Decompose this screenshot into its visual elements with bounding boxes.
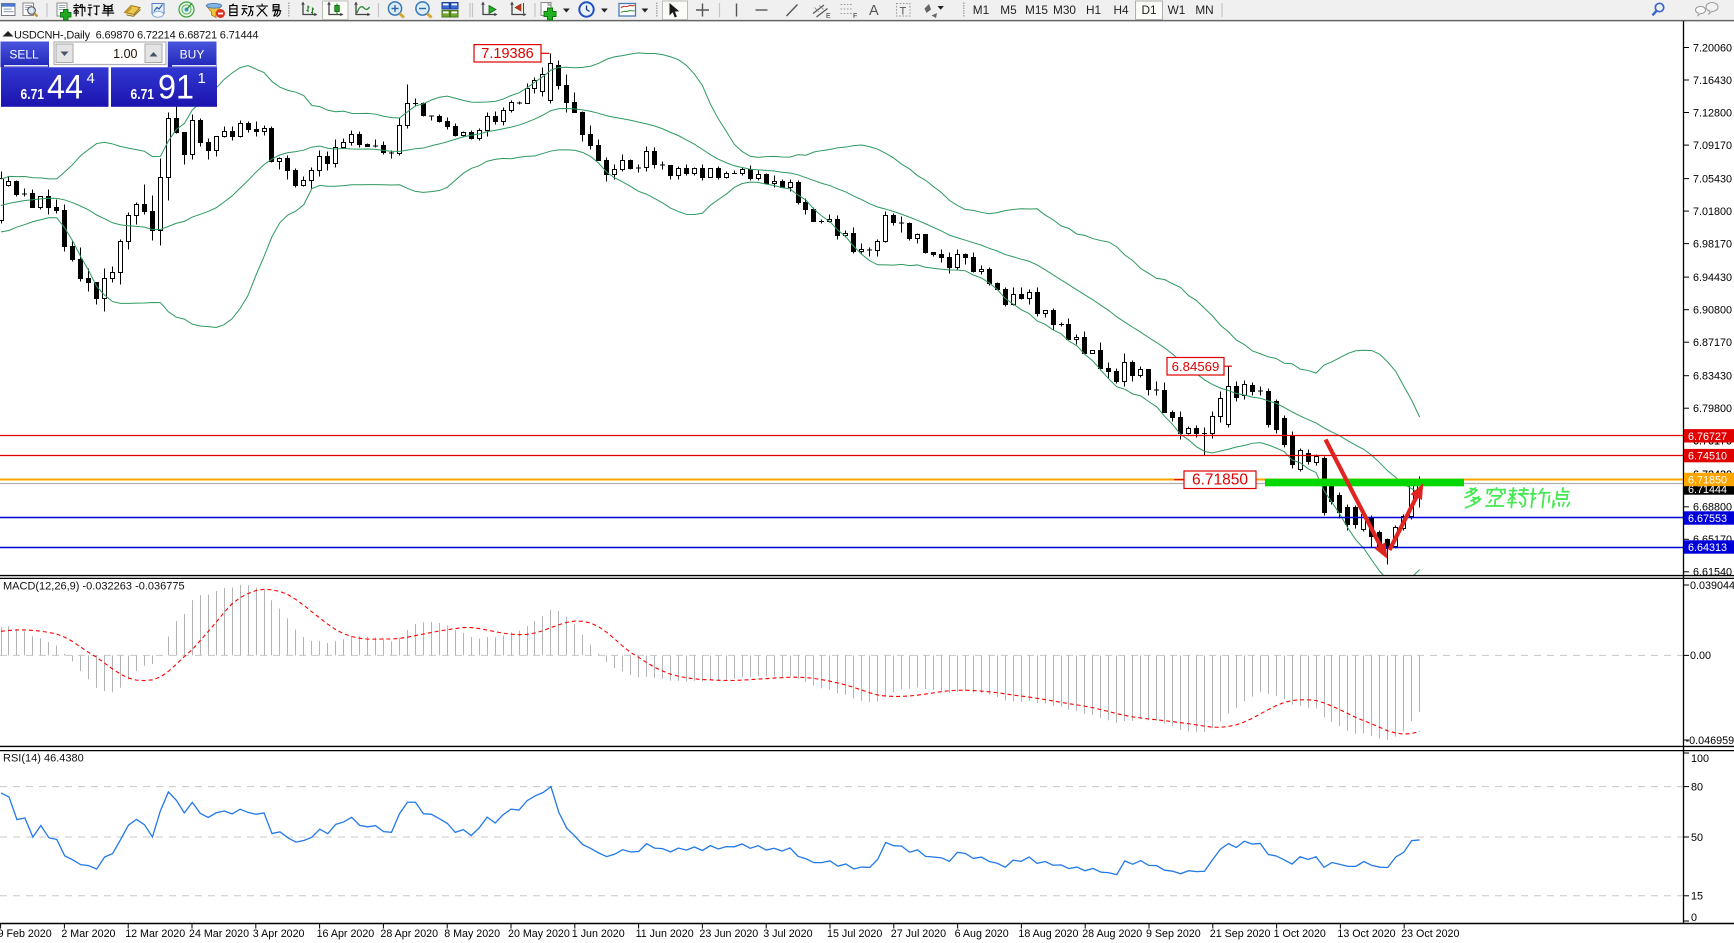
svg-text:21 Sep 2020: 21 Sep 2020 xyxy=(1210,928,1271,940)
svg-text:28 Apr 2020: 28 Apr 2020 xyxy=(380,928,438,940)
svg-text:6.74510: 6.74510 xyxy=(1688,451,1727,463)
svg-text:7.12800: 7.12800 xyxy=(1693,107,1732,119)
svg-text:80: 80 xyxy=(1691,781,1703,793)
svg-text:6.83430: 6.83430 xyxy=(1693,371,1732,383)
svg-text:91: 91 xyxy=(158,69,194,107)
svg-text:6.76727: 6.76727 xyxy=(1688,431,1727,443)
svg-text:1 Oct 2020: 1 Oct 2020 xyxy=(1274,928,1326,940)
svg-text:7.20060: 7.20060 xyxy=(1693,42,1732,54)
svg-text:15 Jul 2020: 15 Jul 2020 xyxy=(827,928,882,940)
svg-text:M15: M15 xyxy=(1025,3,1048,17)
svg-text:6.71444: 6.71444 xyxy=(1688,484,1727,496)
svg-text:28 Aug 2020: 28 Aug 2020 xyxy=(1082,928,1142,940)
svg-text:M30: M30 xyxy=(1053,3,1076,17)
svg-text:T: T xyxy=(900,6,907,18)
svg-text:0.039044: 0.039044 xyxy=(1690,580,1734,592)
svg-text:2 Mar 2020: 2 Mar 2020 xyxy=(61,928,115,940)
svg-text:3 Jul 2020: 3 Jul 2020 xyxy=(763,928,812,940)
svg-text:6.98170: 6.98170 xyxy=(1693,238,1732,250)
svg-text:6.61540: 6.61540 xyxy=(1693,567,1732,579)
svg-text:F: F xyxy=(853,13,857,20)
svg-text:6 Aug 2020: 6 Aug 2020 xyxy=(955,928,1009,940)
svg-text:16 Apr 2020: 16 Apr 2020 xyxy=(317,928,375,940)
svg-text:7.09170: 7.09170 xyxy=(1693,140,1732,152)
svg-text:RSI(14) 46.4380: RSI(14) 46.4380 xyxy=(3,753,84,765)
svg-text:20 May 2020: 20 May 2020 xyxy=(508,928,570,940)
svg-text:0.00: 0.00 xyxy=(1690,650,1711,662)
svg-text:6.64313: 6.64313 xyxy=(1688,542,1727,554)
svg-text:13 Oct 2020: 13 Oct 2020 xyxy=(1337,928,1395,940)
svg-text:15: 15 xyxy=(1691,891,1703,903)
svg-text:6.67553: 6.67553 xyxy=(1688,513,1727,525)
svg-text:7.01800: 7.01800 xyxy=(1693,206,1732,218)
svg-text:6.79800: 6.79800 xyxy=(1693,403,1732,415)
svg-text:6.90800: 6.90800 xyxy=(1693,305,1732,317)
svg-text:11 Jun 2020: 11 Jun 2020 xyxy=(636,928,694,940)
svg-text:24 Mar 2020: 24 Mar 2020 xyxy=(189,928,249,940)
svg-text:6.71: 6.71 xyxy=(131,86,155,103)
svg-text:100: 100 xyxy=(1691,753,1709,765)
svg-text:6.94430: 6.94430 xyxy=(1693,272,1732,284)
svg-text:6.87170: 6.87170 xyxy=(1693,337,1732,349)
svg-text:3 Apr 2020: 3 Apr 2020 xyxy=(253,928,305,940)
svg-text:M5: M5 xyxy=(1000,3,1017,17)
svg-text:D1: D1 xyxy=(1141,3,1156,17)
svg-text:MACD(12,26,9) -0.032263 -0.036: MACD(12,26,9) -0.032263 -0.036775 xyxy=(3,581,185,593)
svg-text:6.68800: 6.68800 xyxy=(1693,502,1732,514)
svg-text:H1: H1 xyxy=(1086,3,1101,17)
svg-text:9 Sep 2020: 9 Sep 2020 xyxy=(1146,928,1201,940)
svg-text:6.71850: 6.71850 xyxy=(1688,475,1727,487)
svg-text:44: 44 xyxy=(47,69,83,107)
svg-text:27 Jul 2020: 27 Jul 2020 xyxy=(891,928,946,940)
svg-text:-0.046959: -0.046959 xyxy=(1686,735,1734,747)
svg-text:1 Jun 2020: 1 Jun 2020 xyxy=(572,928,625,940)
svg-text:USDCNH-,Daily 6.69870 6.72214: USDCNH-,Daily 6.69870 6.72214 6.68721 6.… xyxy=(14,30,258,42)
svg-text:MN: MN xyxy=(1195,3,1213,17)
svg-text:50: 50 xyxy=(1691,832,1703,844)
svg-text:23 Jun 2020: 23 Jun 2020 xyxy=(699,928,758,940)
svg-text:12 Mar 2020: 12 Mar 2020 xyxy=(125,928,185,940)
svg-text:9 Feb 2020: 9 Feb 2020 xyxy=(0,928,52,940)
svg-text:6.71850: 6.71850 xyxy=(1192,472,1248,489)
svg-text:BUY: BUY xyxy=(180,48,205,62)
svg-text:H4: H4 xyxy=(1113,3,1129,17)
svg-text:7.05430: 7.05430 xyxy=(1693,173,1732,185)
svg-text:1.00: 1.00 xyxy=(113,47,137,61)
svg-text:6.71: 6.71 xyxy=(21,86,45,103)
svg-text:7.19386: 7.19386 xyxy=(481,46,533,62)
svg-text:W1: W1 xyxy=(1168,3,1186,17)
svg-text:E: E xyxy=(826,13,831,20)
svg-text:0: 0 xyxy=(1691,912,1697,924)
svg-text:4: 4 xyxy=(87,70,95,87)
svg-text:6.84569: 6.84569 xyxy=(1172,359,1220,374)
svg-text:7.16430: 7.16430 xyxy=(1693,75,1732,87)
svg-text:18 Aug 2020: 18 Aug 2020 xyxy=(1018,928,1078,940)
svg-text:23 Oct 2020: 23 Oct 2020 xyxy=(1401,928,1459,940)
svg-text:SELL: SELL xyxy=(9,48,39,62)
svg-text:8 May 2020: 8 May 2020 xyxy=(444,928,500,940)
svg-text:A: A xyxy=(869,3,879,19)
svg-text:1: 1 xyxy=(198,70,206,87)
svg-text:M1: M1 xyxy=(973,3,989,17)
